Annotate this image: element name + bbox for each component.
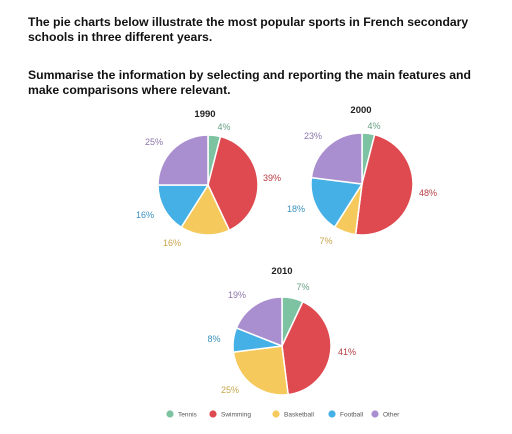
slice-label-basketball: 16%: [163, 238, 181, 248]
pie-slice-swimming: [207, 135, 259, 232]
pie-slice-basketball: [232, 345, 289, 396]
slice-label-other: 23%: [304, 131, 322, 141]
slice-label-tennis: 4%: [217, 122, 230, 132]
slice-label-other: 19%: [228, 290, 246, 300]
slice-label-football: 16%: [136, 210, 154, 220]
legend-swatch: [272, 410, 280, 418]
pie-slice-other: [310, 132, 363, 185]
legend-swatch: [328, 410, 336, 418]
pie-slice-football: [310, 176, 364, 229]
task-prompt: The pie charts below illustrate the most…: [28, 15, 469, 44]
pie-title: 1990: [194, 109, 215, 120]
pie-slice-basketball: [180, 183, 231, 236]
slice-label-football: 8%: [207, 334, 220, 344]
legend-label: Swimming: [221, 412, 251, 419]
slice-label-tennis: 4%: [367, 121, 380, 131]
legend-swatch: [209, 410, 217, 418]
legend-label: Tennis: [178, 412, 198, 419]
slice-label-swimming: 41%: [338, 347, 356, 357]
legend-swatch: [166, 410, 174, 418]
legend-label: Basketball: [284, 412, 315, 419]
pie-chart-2000: 2000 4% 48% 7% 18% 23%: [287, 105, 437, 246]
legend-swatch: [371, 410, 379, 418]
slice-label-tennis: 7%: [296, 282, 309, 292]
slice-label-basketball: 7%: [319, 236, 332, 246]
pie-title: 2000: [350, 105, 371, 116]
pie-slice-other: [235, 296, 283, 348]
legend-label: Football: [340, 412, 364, 419]
slice-label-swimming: 39%: [263, 173, 281, 183]
pie-title: 2010: [271, 266, 292, 277]
slice-label-other: 25%: [145, 137, 163, 147]
legend-item-basketball: Basketball: [272, 410, 315, 419]
slice-label-basketball: 25%: [221, 385, 239, 395]
pie-chart-2010: 2010 7% 41% 25% 8% 19%: [207, 266, 356, 396]
pie-slice-swimming: [281, 300, 332, 396]
pie-slice-other: [157, 134, 209, 186]
legend-label: Other: [383, 412, 400, 419]
slice-label-football: 18%: [287, 204, 305, 214]
pie-slice-swimming: [354, 133, 414, 236]
pie-slice-football: [157, 184, 210, 229]
slice-label-swimming: 48%: [419, 188, 437, 198]
task-instruction: Summarise the information by selecting a…: [28, 68, 471, 97]
legend-item-swimming: Swimming: [209, 410, 251, 419]
legend-item-other: Other: [371, 410, 400, 419]
legend-item-football: Football: [328, 410, 364, 419]
legend: Tennis Swimming Basketball Football Other: [166, 410, 400, 419]
legend-item-tennis: Tennis: [166, 410, 198, 419]
